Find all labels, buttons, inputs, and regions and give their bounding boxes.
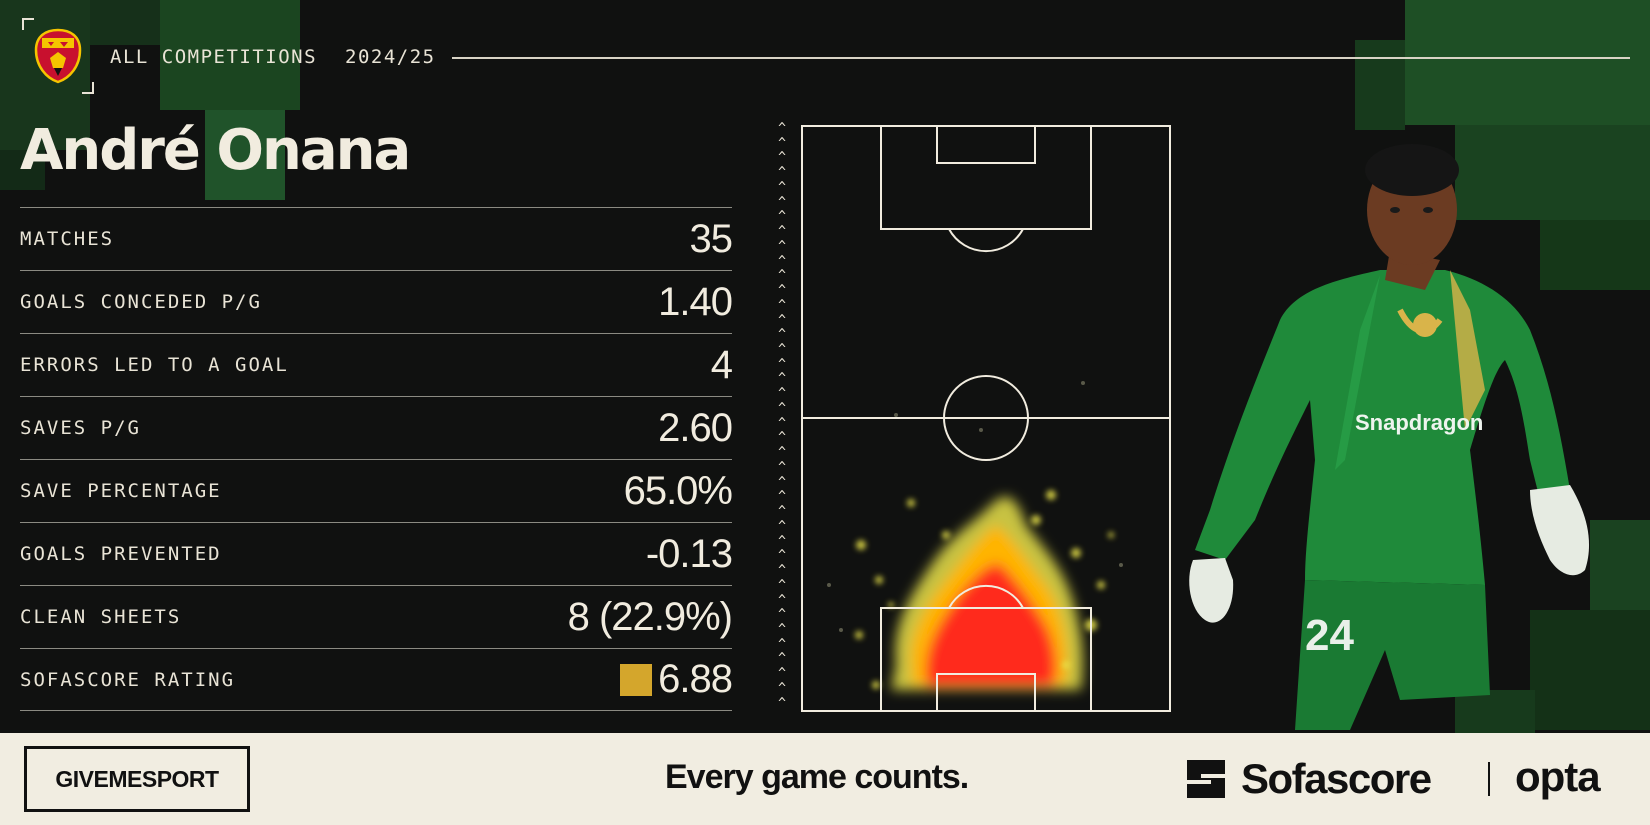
- caret-up-icon: ^: [778, 489, 786, 505]
- caret-up-icon: ^: [778, 415, 786, 431]
- caret-up-icon: ^: [778, 621, 786, 637]
- caret-up-icon: ^: [778, 194, 786, 210]
- manchester-united-crest-icon: [34, 28, 82, 84]
- caret-up-icon: ^: [778, 224, 786, 240]
- caret-up-icon: ^: [778, 518, 786, 534]
- stat-value-rating: 6.88: [620, 657, 733, 702]
- caret-up-icon: ^: [778, 356, 786, 372]
- caret-up-icon: ^: [778, 474, 786, 490]
- stat-value: -0.13: [645, 531, 733, 576]
- heatmap-layer: [827, 381, 1123, 690]
- caret-up-icon: ^: [778, 695, 786, 711]
- player-name: André Onana: [20, 118, 411, 183]
- sofascore-icon: [1187, 760, 1225, 798]
- caret-up-icon: ^: [778, 283, 786, 299]
- attack-direction-arrows: ^ ^ ^ ^ ^ ^ ^ ^ ^ ^ ^ ^ ^ ^ ^ ^ ^ ^ ^ ^ ^ ^ ^ ^ ^ ^ ^ ^ ^ ^ ^ ^ ^ ^ ^ ^ ^ ^ ^ ^: [775, 122, 789, 710]
- caret-up-icon: ^: [778, 121, 786, 136]
- player-photo: Snapdragon 24: [1189, 144, 1590, 730]
- caret-up-icon: ^: [778, 666, 786, 682]
- caret-up-icon: ^: [778, 386, 786, 402]
- club-crest-frame: [22, 18, 94, 94]
- rating-badge: [620, 663, 653, 696]
- rating-value: 6.88: [658, 657, 733, 701]
- caret-up-icon: ^: [778, 165, 786, 181]
- footer-tagline: Every game counts.: [665, 758, 969, 796]
- givemesport-logo[interactable]: GIVEMESPORT: [24, 746, 250, 812]
- caret-up-icon: ^: [778, 680, 786, 696]
- frame-corner: [22, 18, 34, 30]
- caret-up-icon: ^: [778, 238, 786, 254]
- caret-up-icon: ^: [778, 150, 786, 166]
- stat-row-save-percentage: SAVE PERCENTAGE 65.0%: [20, 459, 733, 522]
- caret-up-icon: ^: [778, 445, 786, 461]
- caret-up-icon: ^: [778, 563, 786, 579]
- stat-row-goals-prevented: GOALS PREVENTED -0.13: [20, 522, 733, 585]
- caret-up-icon: ^: [778, 430, 786, 446]
- caret-up-icon: ^: [778, 371, 786, 387]
- caret-up-icon: ^: [778, 533, 786, 549]
- season-label: 2024/25: [345, 46, 436, 68]
- stat-label: MATCHES: [20, 228, 115, 250]
- stat-label: ERRORS LED TO A GOAL: [20, 354, 289, 376]
- sofascore-logo[interactable]: Sofascore: [1185, 755, 1432, 803]
- stat-label: SOFASCORE RATING: [20, 668, 236, 691]
- caret-up-icon: ^: [778, 342, 786, 358]
- stat-label: SAVES P/G: [20, 417, 141, 439]
- stat-label: GOALS CONCEDED P/G: [20, 291, 262, 313]
- opta-logo[interactable]: opta: [1515, 753, 1601, 800]
- sponsor-text: Snapdragon: [1355, 410, 1483, 435]
- footer-bar: GIVEMESPORT Every game counts. Sofascore…: [0, 733, 1650, 825]
- caret-up-icon: ^: [778, 548, 786, 564]
- stat-value: 4: [710, 342, 733, 387]
- caret-up-icon: ^: [778, 312, 786, 328]
- stat-row-errors: ERRORS LED TO A GOAL 4: [20, 333, 733, 396]
- stat-label: GOALS PREVENTED: [20, 543, 222, 565]
- caret-up-icon: ^: [778, 179, 786, 195]
- caret-up-icon: ^: [778, 253, 786, 269]
- sofascore-wordmark: Sofascore: [1241, 755, 1432, 802]
- stat-value: 2.60: [658, 405, 733, 450]
- caret-up-icon: ^: [778, 268, 786, 284]
- stat-row-matches: MATCHES 35: [20, 207, 733, 270]
- stat-row-rating: SOFASCORE RATING 6.88: [20, 648, 733, 711]
- pitch-lines: [801, 125, 1171, 712]
- caret-up-icon: ^: [778, 636, 786, 652]
- stat-label: CLEAN SHEETS: [20, 606, 182, 628]
- stat-row-saves: SAVES P/G 2.60: [20, 396, 733, 459]
- caret-up-icon: ^: [778, 327, 786, 343]
- caret-up-icon: ^: [778, 135, 786, 151]
- stat-row-clean-sheets: CLEAN SHEETS 8 (22.9%): [20, 585, 733, 648]
- stat-value: 1.40: [658, 279, 733, 324]
- caret-up-icon: ^: [778, 592, 786, 608]
- goalkeeper-figure: Snapdragon 24: [1189, 144, 1590, 730]
- shirt-number: 24: [1305, 611, 1354, 660]
- caret-up-icon: ^: [778, 297, 786, 313]
- stat-label: SAVE PERCENTAGE: [20, 480, 222, 502]
- heatmap-pitch: [801, 125, 1171, 712]
- stats-table: MATCHES 35 GOALS CONCEDED P/G 1.40 ERROR…: [20, 207, 733, 711]
- frame-corner: [82, 82, 94, 94]
- competition-label: ALL COMPETITIONS: [110, 46, 318, 68]
- header-meta: ALL COMPETITIONS 2024/25: [110, 46, 436, 68]
- header-divider: [452, 57, 1630, 59]
- caret-up-icon: ^: [778, 209, 786, 225]
- stat-value: 65.0%: [623, 468, 733, 513]
- footer-divider: [1488, 762, 1490, 796]
- stat-value: 8 (22.9%): [567, 594, 733, 639]
- caret-up-icon: ^: [778, 459, 786, 475]
- caret-up-icon: ^: [778, 400, 786, 416]
- caret-up-icon: ^: [778, 504, 786, 520]
- caret-up-icon: ^: [778, 651, 786, 667]
- caret-up-icon: ^: [778, 577, 786, 593]
- stat-row-goals-conceded: GOALS CONCEDED P/G 1.40: [20, 270, 733, 333]
- stat-value: 35: [689, 216, 733, 261]
- caret-up-icon: ^: [778, 607, 786, 623]
